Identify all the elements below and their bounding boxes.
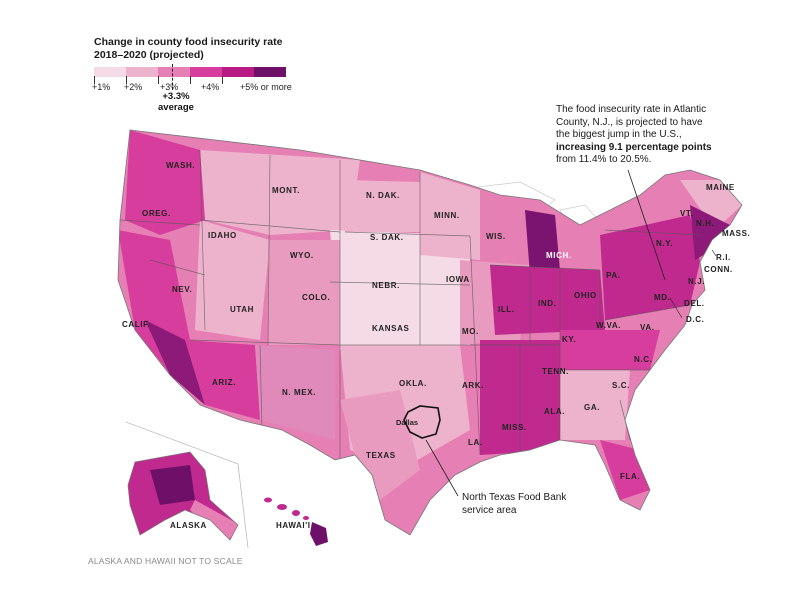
state-label-idaho: IDAHO bbox=[208, 231, 237, 240]
state-label-minn: MINN. bbox=[434, 211, 460, 220]
north-texas-caption-line2: service area bbox=[462, 504, 517, 516]
legend-tick-label-2: +2% bbox=[124, 82, 143, 92]
dallas-label: Dallas bbox=[396, 418, 418, 427]
legend-tick bbox=[94, 76, 95, 84]
north-texas-caption: North Texas Food Bank service area bbox=[462, 492, 566, 517]
state-label-ndak: N. DAK. bbox=[366, 191, 400, 200]
state-label-tenn: TENN. bbox=[542, 367, 569, 376]
state-label-fla: FLA. bbox=[620, 472, 640, 481]
state-label-nc: N.C. bbox=[634, 355, 652, 364]
north-texas-caption-line1: North Texas Food Bank bbox=[462, 492, 567, 503]
state-label-wva: W.VA. bbox=[596, 321, 621, 330]
state-label-wash: WASH. bbox=[166, 161, 195, 170]
state-label-dc: D.C. bbox=[686, 315, 704, 324]
state-label-nev: NEV. bbox=[172, 285, 192, 294]
north-texas-callout-line bbox=[425, 439, 459, 497]
state-label-nebr: NEBR. bbox=[372, 281, 400, 290]
state-label-nmex: N. MEX. bbox=[282, 388, 316, 397]
legend-tick-label-4: +4% bbox=[201, 82, 220, 92]
state-label-ny: N.Y. bbox=[656, 239, 673, 248]
legend-color-bar bbox=[94, 67, 286, 77]
legend-swatch-6 bbox=[254, 67, 286, 77]
state-label-okla: OKLA. bbox=[399, 379, 427, 388]
legend-tick-label-1: +1% bbox=[92, 82, 111, 92]
state-label-mont: MONT. bbox=[272, 186, 300, 195]
state-label-calif: CALIF. bbox=[122, 320, 151, 329]
legend-tick bbox=[190, 76, 191, 84]
state-label-iowa: IOWA bbox=[446, 275, 470, 284]
ri-pointer-line bbox=[711, 249, 717, 257]
legend-average-value: +3.3% bbox=[162, 91, 190, 102]
us-outline bbox=[117, 129, 743, 536]
scale-footnote: ALASKA AND HAWAII NOT TO SCALE bbox=[88, 556, 243, 566]
annotation-text-2: from 11.4% to 20.5%. bbox=[556, 154, 652, 165]
state-label-ohio: OHIO bbox=[574, 291, 597, 300]
state-label-nj: N.J. bbox=[688, 277, 705, 286]
legend-tick-label-3: +3% bbox=[160, 82, 179, 92]
state-label-ill: ILL. bbox=[498, 305, 515, 314]
state-label-mass: MASS. bbox=[722, 229, 750, 238]
annotation-bold-text: increasing 9.1 percentage points bbox=[556, 141, 712, 153]
state-label-oreg: OREG. bbox=[142, 209, 171, 218]
legend-tick bbox=[222, 76, 223, 84]
state-label-del: DEL. bbox=[684, 299, 705, 308]
state-label-sdak: S. DAK. bbox=[370, 233, 404, 242]
legend-average-marker bbox=[172, 64, 173, 90]
state-label-ariz: ARIZ. bbox=[212, 378, 236, 387]
state-label-texas: TEXAS bbox=[366, 451, 396, 460]
state-label-va: VA. bbox=[640, 323, 655, 332]
alaska-outline bbox=[127, 451, 239, 541]
legend-title: Change in county food insecurity rate 20… bbox=[94, 36, 282, 62]
state-label-ga: GA. bbox=[584, 403, 600, 412]
state-label-vt: VT. bbox=[680, 209, 693, 218]
state-label-mo: MO. bbox=[462, 327, 479, 336]
legend-swatch-5 bbox=[222, 67, 254, 77]
state-label-nh: N.H. bbox=[696, 219, 714, 228]
legend-average-text: average bbox=[158, 102, 194, 113]
legend-tick-label-5: +5% or more bbox=[240, 82, 292, 92]
annotation-text-1: The food insecurity rate in Atlantic Cou… bbox=[556, 104, 707, 140]
state-label-miss: MISS. bbox=[502, 423, 527, 432]
state-label-ky: KY. bbox=[562, 335, 576, 344]
state-label-alaska: ALASKA bbox=[170, 521, 207, 530]
state-label-maine: MAINE bbox=[706, 183, 735, 192]
legend-swatch-3 bbox=[158, 67, 190, 77]
legend-title-line1: Change in county food insecurity rate bbox=[94, 36, 283, 48]
atlantic-county-annotation: The food insecurity rate in Atlantic Cou… bbox=[556, 104, 716, 167]
state-label-pa: PA. bbox=[606, 271, 621, 280]
legend-swatch-1 bbox=[94, 67, 126, 77]
state-borders bbox=[119, 149, 701, 460]
state-label-ala: ALA. bbox=[544, 407, 565, 416]
north-texas-food-bank-area bbox=[403, 405, 441, 439]
state-label-hawaii: HAWAI'I bbox=[276, 521, 311, 530]
state-label-mich: MICH. bbox=[546, 251, 572, 260]
state-label-utah: UTAH bbox=[230, 305, 254, 314]
hawaii bbox=[264, 497, 328, 546]
legend-average-label: +3.3% average bbox=[158, 91, 194, 113]
legend-swatch-2 bbox=[126, 67, 158, 77]
legend-swatch-4 bbox=[190, 67, 222, 77]
state-label-ind: IND. bbox=[538, 299, 556, 308]
atlantic-county-callout-line bbox=[627, 169, 666, 281]
state-label-ark: ARK. bbox=[462, 381, 484, 390]
state-label-wyo: WYO. bbox=[290, 251, 314, 260]
state-label-md: MD. bbox=[654, 293, 670, 302]
state-label-colo: COLO. bbox=[302, 293, 330, 302]
state-label-la: LA. bbox=[468, 438, 483, 447]
state-label-conn: CONN. bbox=[704, 265, 733, 274]
state-label-kansas: KANSAS bbox=[372, 324, 409, 333]
legend-title-line2: 2018–2020 (projected) bbox=[94, 49, 204, 61]
dc-pointer-line bbox=[669, 297, 683, 319]
legend-tick bbox=[158, 76, 159, 84]
state-label-ri: R.I. bbox=[716, 253, 731, 262]
state-labels: WASH. OREG. CALIF. IDAHO NEV. UTAH ARIZ.… bbox=[122, 161, 750, 530]
state-label-sc: S.C. bbox=[612, 381, 630, 390]
legend-tick bbox=[126, 76, 127, 84]
inset-divider bbox=[125, 421, 249, 549]
state-label-wis: WIS. bbox=[486, 232, 506, 241]
